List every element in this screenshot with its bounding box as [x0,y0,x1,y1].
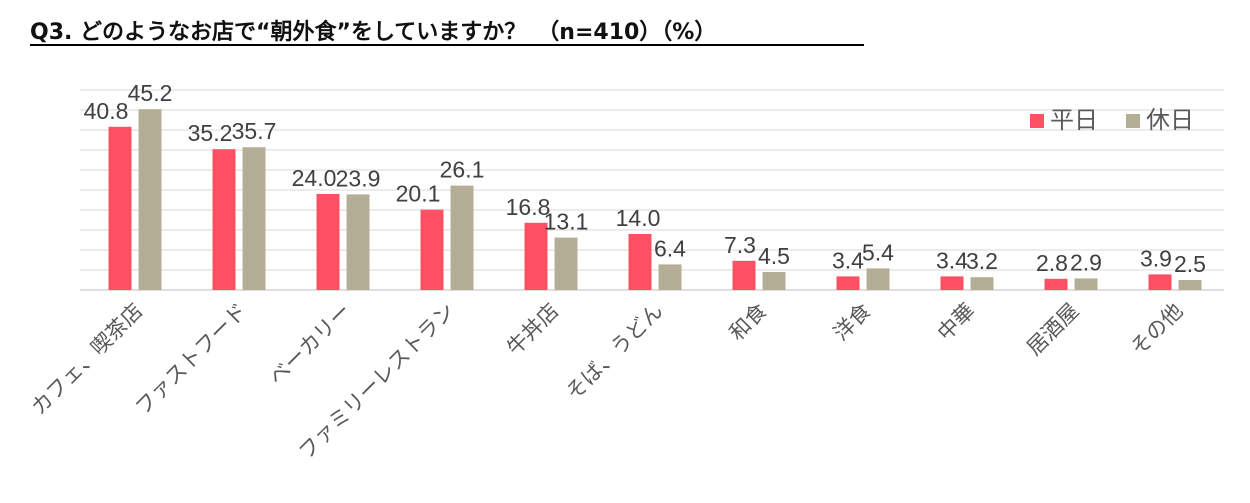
gridlines [80,89,1224,291]
data-label: 2.5 [1174,251,1206,277]
bar-weekday [420,209,444,290]
bar-holiday [1074,278,1098,290]
data-label: 5.4 [862,239,894,265]
data-label: 3.9 [1140,245,1172,271]
bar-weekday [108,126,132,290]
x-tick-label: 中華 [934,299,980,345]
legend-swatch-weekday [1030,114,1044,128]
chart-title: Q3. どのようなお店で“朝外食”をしていますか？ （n=410）（%） [30,20,717,45]
x-tick-label: 居酒屋 [1023,299,1084,360]
bar-weekday [732,260,756,290]
bar-holiday [346,194,370,290]
bar-holiday [1178,280,1202,290]
bar-holiday [658,264,682,290]
bars [108,109,1202,290]
bar-weekday [212,149,236,290]
data-label: 23.9 [336,165,381,191]
bar-holiday [554,237,578,290]
data-label: 6.4 [654,235,686,261]
legend-swatch-holiday [1126,114,1140,128]
bar-weekday [628,234,652,290]
data-label: 20.1 [396,181,441,207]
bar-holiday [866,268,890,290]
legend: 平日 休日 [1030,107,1194,134]
data-label: 7.3 [724,232,756,258]
x-tick-label: そば、うどん [562,299,667,404]
x-tick-label: ファストフード [131,299,251,419]
bar-weekday [524,222,548,290]
bar-holiday [138,109,162,290]
x-tick-label: カフェ、喫茶店 [27,299,147,419]
title-underline: Q3. どのようなお店で“朝外食”をしていますか？ （n=410）（%） [30,12,864,46]
data-label: 2.8 [1036,250,1068,276]
bar-holiday [970,277,994,290]
data-label: 35.2 [188,120,233,146]
data-label: 24.0 [292,165,337,191]
x-tick-label: 和食 [726,299,772,345]
bar-holiday [242,147,266,290]
bar-weekday [1148,274,1172,290]
data-label: 16.8 [506,194,551,220]
bar-holiday [762,272,786,290]
data-label: 13.1 [544,209,589,235]
bar-weekday [1044,278,1068,290]
x-tick-label: 牛丼店 [503,299,564,360]
data-label: 35.7 [232,118,277,144]
bar-holiday [450,185,474,290]
x-tick-label: 洋食 [830,299,876,345]
data-label: 4.5 [758,243,790,269]
x-tick-label: その他 [1127,299,1188,360]
legend-label-weekday: 平日 [1050,107,1098,134]
x-tick-label: ベーカリー [265,299,356,390]
data-label: 3.4 [832,247,864,273]
data-label: 26.1 [440,157,485,183]
data-label: 14.0 [616,205,661,231]
data-label: 2.9 [1070,249,1102,275]
data-labels: 40.845.2 35.2 35.7 24.0 23.9 20.126.1 16.813.1… [84,80,1206,277]
data-label: 45.2 [128,80,173,106]
data-label: 3.2 [966,248,998,274]
data-label: 3.4 [936,247,968,273]
bar-weekday [836,276,860,290]
bar-weekday [316,194,340,290]
legend-label-holiday: 休日 [1146,107,1194,134]
data-label: 40.8 [84,98,129,124]
bar-weekday [940,276,964,290]
